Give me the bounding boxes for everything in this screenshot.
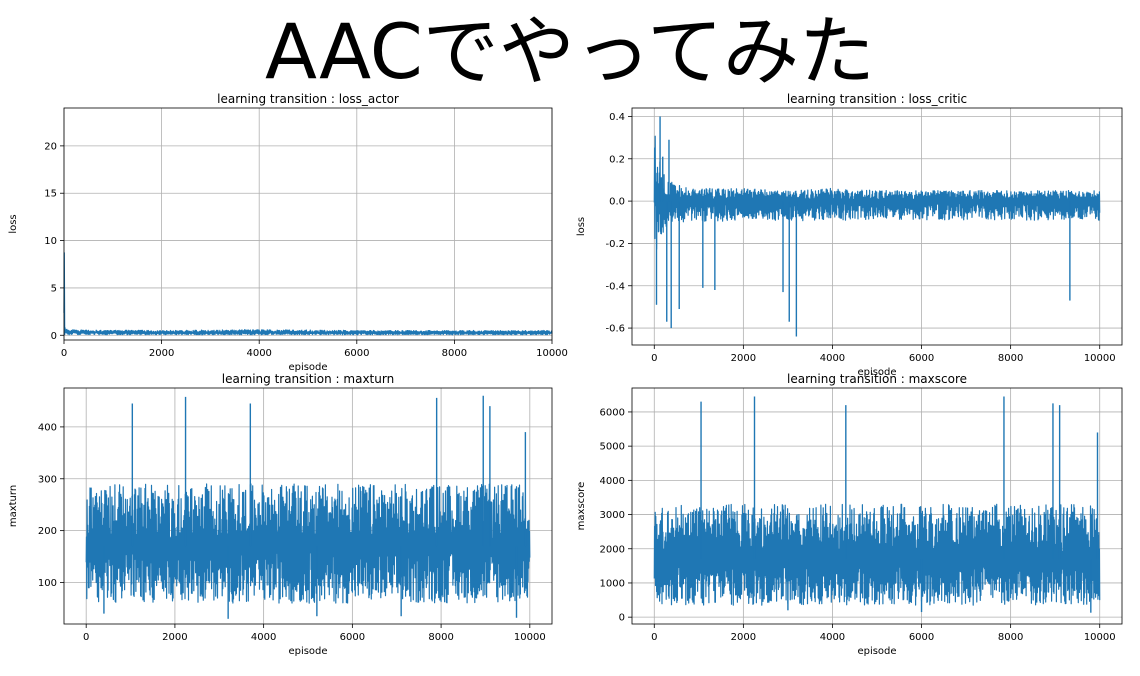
y-axis-label: maxturn bbox=[8, 485, 19, 527]
x-tick-label: 6000 bbox=[909, 632, 934, 643]
y-tick-label: 4000 bbox=[600, 476, 625, 487]
y-tick-label: 6000 bbox=[600, 407, 625, 418]
x-tick-label: 8000 bbox=[998, 353, 1023, 364]
y-tick-label: 0.2 bbox=[609, 154, 625, 165]
x-tick-label: 6000 bbox=[340, 632, 365, 643]
chart-title: learning transition : loss_critic bbox=[787, 92, 967, 106]
x-tick-label: 8000 bbox=[428, 632, 453, 643]
x-axis-label: episode bbox=[857, 646, 896, 657]
x-tick-label: 10000 bbox=[1084, 632, 1116, 643]
x-axis-label: episode bbox=[288, 362, 327, 373]
x-tick-label: 2000 bbox=[731, 632, 756, 643]
chart-title: learning transition : maxturn bbox=[222, 372, 394, 386]
x-tick-label: 0 bbox=[83, 632, 89, 643]
page-title: AACでやってみた bbox=[264, 7, 876, 96]
x-axis-label: episode bbox=[857, 367, 896, 378]
x-tick-label: 4000 bbox=[820, 632, 845, 643]
y-axis-label: loss bbox=[576, 217, 587, 236]
chart-loss-critic: 0 2000 4000 6000 8000 10000 -0.6 -0.4 -0.2 0.0 0.2… bbox=[576, 92, 1123, 378]
x-tick-label: 6000 bbox=[909, 353, 934, 364]
x-tick-label: 2000 bbox=[731, 353, 756, 364]
x-tick-label: 0 bbox=[61, 348, 67, 359]
chart-title: learning transition : loss_actor bbox=[217, 92, 399, 106]
axes-frame bbox=[631, 107, 1123, 346]
axes-frame bbox=[63, 387, 553, 625]
y-tick-label: 0.4 bbox=[609, 112, 625, 123]
chart-maxturn: 0 2000 4000 6000 8000 10000 100 200 300 400 learni… bbox=[8, 372, 553, 657]
chart-maxscore: 0 2000 4000 6000 8000 10000 0 1000 2000 3000 4000 5… bbox=[576, 372, 1123, 657]
y-tick-label: 300 bbox=[38, 474, 57, 485]
x-tick-label: 8000 bbox=[442, 348, 467, 359]
y-axis-label: loss bbox=[8, 214, 19, 233]
y-tick-label: 0 bbox=[619, 613, 625, 624]
x-tick-label: 0 bbox=[651, 632, 657, 643]
x-tick-label: 2000 bbox=[162, 632, 187, 643]
x-tick-label: 2000 bbox=[149, 348, 174, 359]
axes-frame bbox=[63, 107, 553, 341]
series-line bbox=[653, 135, 1101, 250]
y-tick-label: 1000 bbox=[600, 578, 625, 589]
y-tick-label: 20 bbox=[44, 141, 57, 152]
x-tick-label: 0 bbox=[651, 353, 657, 364]
y-tick-label: 200 bbox=[38, 526, 57, 537]
y-tick-label: 0.0 bbox=[609, 197, 625, 208]
x-tick-label: 6000 bbox=[344, 348, 369, 359]
y-tick-label: 10 bbox=[44, 236, 57, 247]
x-tick-label: 4000 bbox=[820, 353, 845, 364]
x-tick-label: 8000 bbox=[998, 632, 1023, 643]
y-tick-label: 5 bbox=[51, 283, 57, 294]
y-tick-label: 400 bbox=[38, 422, 57, 433]
x-axis-label: episode bbox=[288, 646, 327, 657]
x-tick-label: 10000 bbox=[514, 632, 546, 643]
series-line bbox=[653, 503, 1101, 606]
x-tick-label: 10000 bbox=[536, 348, 568, 359]
chart-loss-actor: 0 2000 4000 6000 8000 10000 0 5 10 15 20 learning t… bbox=[8, 92, 568, 373]
y-tick-label: 0 bbox=[51, 331, 57, 342]
y-tick-label: 15 bbox=[44, 189, 57, 200]
y-tick-label: 3000 bbox=[600, 510, 625, 521]
y-tick-label: -0.6 bbox=[605, 324, 625, 335]
axes-frame bbox=[631, 387, 1123, 625]
chart-title: learning transition : maxscore bbox=[787, 372, 967, 386]
y-axis-label: maxscore bbox=[576, 482, 587, 531]
x-tick-label: 4000 bbox=[246, 348, 271, 359]
series-line bbox=[85, 483, 531, 604]
x-tick-label: 10000 bbox=[1084, 353, 1116, 364]
y-tick-label: 2000 bbox=[600, 544, 625, 555]
y-tick-label: 100 bbox=[38, 578, 57, 589]
y-tick-label: -0.4 bbox=[605, 281, 625, 292]
series-line bbox=[63, 252, 553, 336]
y-tick-label: -0.2 bbox=[605, 239, 625, 250]
x-tick-label: 4000 bbox=[251, 632, 276, 643]
y-tick-label: 5000 bbox=[600, 442, 625, 453]
